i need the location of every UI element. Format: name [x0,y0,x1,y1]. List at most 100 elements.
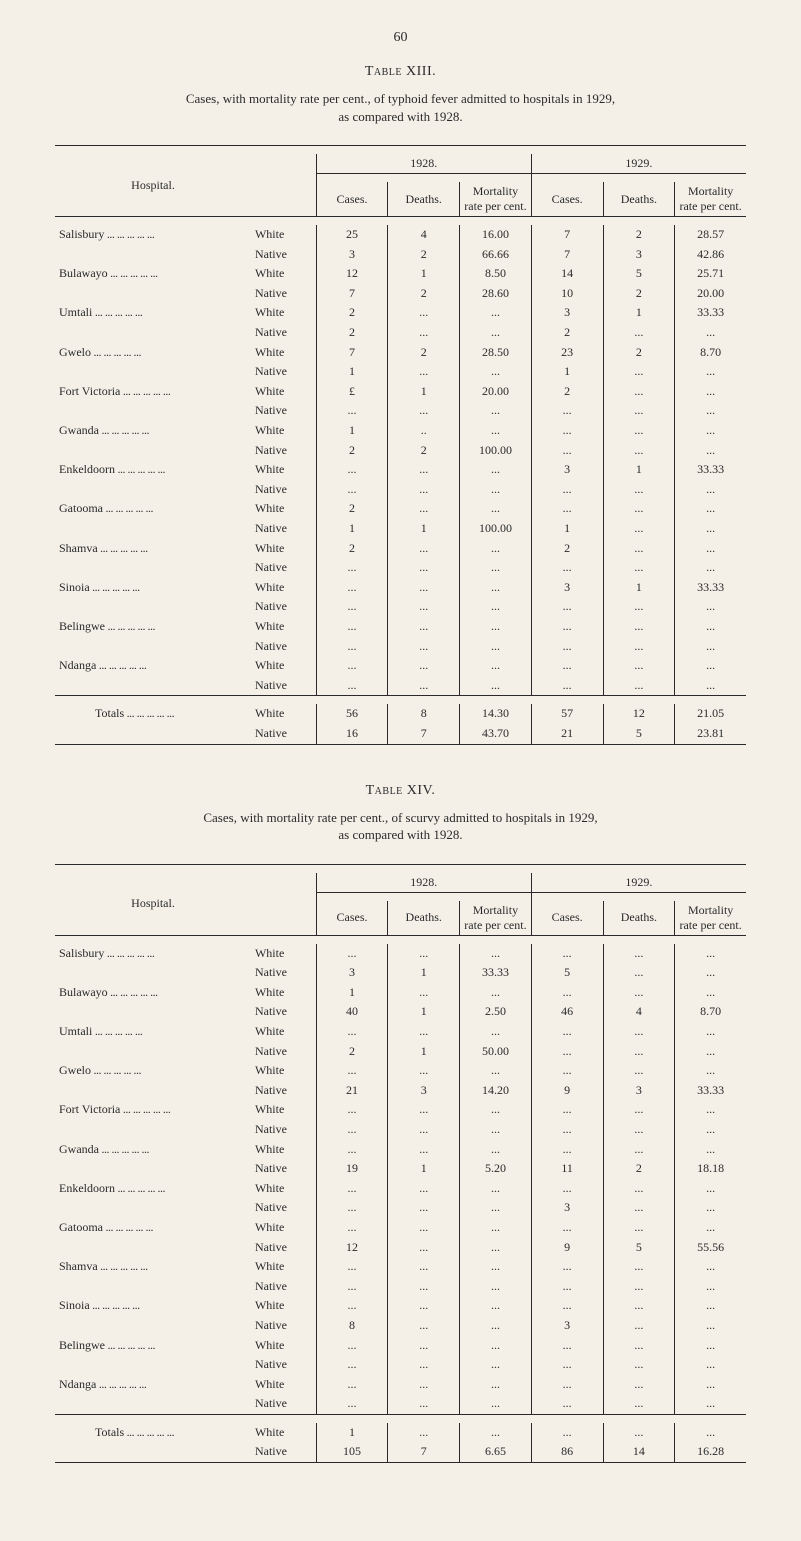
data-table-2: Hospital. 1928. 1929. Cases. Deaths. Mor… [55,864,746,1471]
value-cell: 1 [603,303,675,323]
value-cell: 25 [316,225,388,245]
table-row: Native8......3...... [55,1316,746,1336]
value-cell: 46 [531,1002,603,1022]
value-cell: 1 [316,519,388,539]
value-cell: ... [388,1296,460,1316]
value-cell: ... [603,944,675,964]
hospital-cell: Ndanga [55,1375,251,1395]
table-row: NdangaWhite.................. [55,656,746,676]
value-cell: ... [531,597,603,617]
value-cell: ... [460,983,532,1003]
type-cell: Native [251,724,316,744]
value-cell: 12 [316,264,388,284]
value-cell: ... [460,578,532,598]
value-cell: ... [603,637,675,657]
value-cell: ... [316,597,388,617]
table-row: BelingweWhite.................. [55,1336,746,1356]
table-row: GweloWhite.................. [55,1061,746,1081]
type-cell: White [251,1375,316,1395]
hospital-cell: Umtali [55,303,251,323]
value-cell: 105 [316,1442,388,1462]
caption-text: Cases, with mortality rate per cent., of… [203,810,597,825]
value-cell: ... [316,401,388,421]
type-cell: White [251,343,316,363]
value-cell: ... [388,1218,460,1238]
value-cell: ... [603,1042,675,1062]
value-cell: 21 [531,724,603,744]
value-cell: ... [675,983,746,1003]
value-cell: ... [460,558,532,578]
value-cell: 42.86 [675,245,746,265]
value-cell: ... [531,1394,603,1414]
value-cell: ... [316,944,388,964]
type-cell: Native [251,1394,316,1414]
value-cell: 2 [316,303,388,323]
value-cell: 1 [316,983,388,1003]
value-cell: 20.00 [460,382,532,402]
value-cell: 11 [531,1159,603,1179]
value-cell: ... [460,676,532,696]
value-cell: ... [675,1022,746,1042]
value-cell: ... [603,1100,675,1120]
value-cell: ... [388,499,460,519]
type-cell: White [251,1100,316,1120]
value-cell: ... [316,480,388,500]
value-cell: ... [316,1218,388,1238]
type-cell: White [251,499,316,519]
type-cell: White [251,1140,316,1160]
hospital-cell [55,1042,251,1062]
value-cell: ... [603,1061,675,1081]
value-cell: ... [316,676,388,696]
value-cell: ... [460,499,532,519]
table-row: Native2150.00......... [55,1042,746,1062]
value-cell: 2 [388,245,460,265]
table-row: SinoiaWhite.........3133.33 [55,578,746,598]
value-cell: ... [603,1218,675,1238]
hospital-cell: Enkeldoorn [55,1179,251,1199]
value-cell: 5 [603,264,675,284]
value-cell: ... [531,1375,603,1395]
caption-text: as compared with 1928. [338,827,462,842]
value-cell: 1 [388,382,460,402]
value-cell: ... [460,1198,532,1218]
value-cell: 86 [531,1442,603,1462]
value-cell: ... [388,539,460,559]
value-cell: 2 [316,1042,388,1062]
value-cell: ... [388,303,460,323]
value-cell: 5.20 [460,1159,532,1179]
table-row: Native.................. [55,480,746,500]
value-cell: 2 [388,284,460,304]
type-cell: White [251,539,316,559]
value-cell: ... [675,519,746,539]
table-row: SinoiaWhite.................. [55,1296,746,1316]
value-cell: 1 [603,460,675,480]
table-row: Native2......2...... [55,323,746,343]
value-cell: ... [675,1061,746,1081]
value-cell: 3 [531,303,603,323]
value-cell: ... [460,617,532,637]
value-cell: ... [603,1394,675,1414]
value-cell: ... [460,1179,532,1199]
value-cell: ... [675,1140,746,1160]
type-cell: White [251,1423,316,1443]
document-page: 60 Table XIII. Cases, with mortality rat… [0,0,801,1541]
value-cell: ... [316,1100,388,1120]
value-cell: 3 [531,1316,603,1336]
value-cell: ... [603,1296,675,1316]
value-cell: ... [675,421,746,441]
value-cell: ... [675,637,746,657]
value-cell: ... [531,1296,603,1316]
value-cell: ... [603,676,675,696]
value-cell: ... [316,1179,388,1199]
hospital-cell [55,1355,251,1375]
value-cell: ... [388,1336,460,1356]
value-cell: ... [316,1375,388,1395]
hospital-cell [55,637,251,657]
type-cell: Native [251,1159,316,1179]
value-cell: 56 [316,704,388,724]
value-cell: ... [675,597,746,617]
table-caption-1: Cases, with mortality rate per cent., of… [91,90,711,125]
type-cell: White [251,264,316,284]
hospital-cell: Gwanda [55,421,251,441]
type-cell: Native [251,963,316,983]
